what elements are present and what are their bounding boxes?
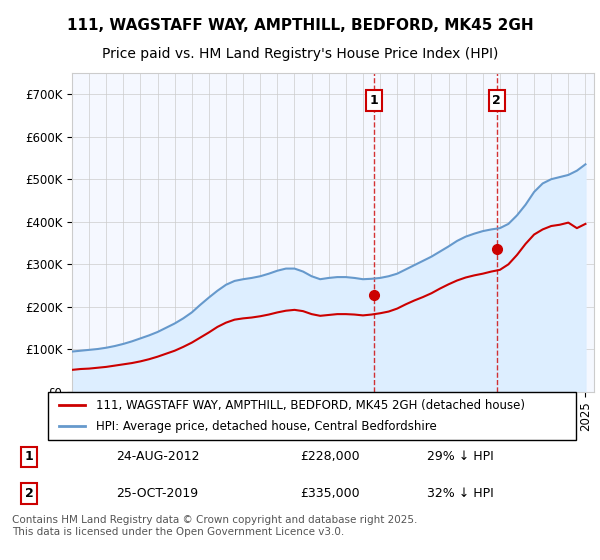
Text: HPI: Average price, detached house, Central Bedfordshire: HPI: Average price, detached house, Cent… bbox=[95, 420, 436, 433]
Text: 111, WAGSTAFF WAY, AMPTHILL, BEDFORD, MK45 2GH: 111, WAGSTAFF WAY, AMPTHILL, BEDFORD, MK… bbox=[67, 18, 533, 33]
Text: 29% ↓ HPI: 29% ↓ HPI bbox=[427, 450, 493, 464]
Text: £228,000: £228,000 bbox=[300, 450, 359, 464]
Text: 25-OCT-2019: 25-OCT-2019 bbox=[116, 487, 198, 500]
Text: Price paid vs. HM Land Registry's House Price Index (HPI): Price paid vs. HM Land Registry's House … bbox=[102, 48, 498, 62]
Text: 24-AUG-2012: 24-AUG-2012 bbox=[116, 450, 199, 464]
Text: 2: 2 bbox=[25, 487, 34, 500]
FancyBboxPatch shape bbox=[48, 392, 576, 440]
Text: 32% ↓ HPI: 32% ↓ HPI bbox=[427, 487, 493, 500]
Text: 1: 1 bbox=[25, 450, 34, 464]
Text: £335,000: £335,000 bbox=[300, 487, 359, 500]
Text: 1: 1 bbox=[370, 94, 379, 107]
Text: 2: 2 bbox=[493, 94, 501, 107]
Text: Contains HM Land Registry data © Crown copyright and database right 2025.
This d: Contains HM Land Registry data © Crown c… bbox=[12, 515, 418, 537]
Text: 111, WAGSTAFF WAY, AMPTHILL, BEDFORD, MK45 2GH (detached house): 111, WAGSTAFF WAY, AMPTHILL, BEDFORD, MK… bbox=[95, 399, 524, 412]
